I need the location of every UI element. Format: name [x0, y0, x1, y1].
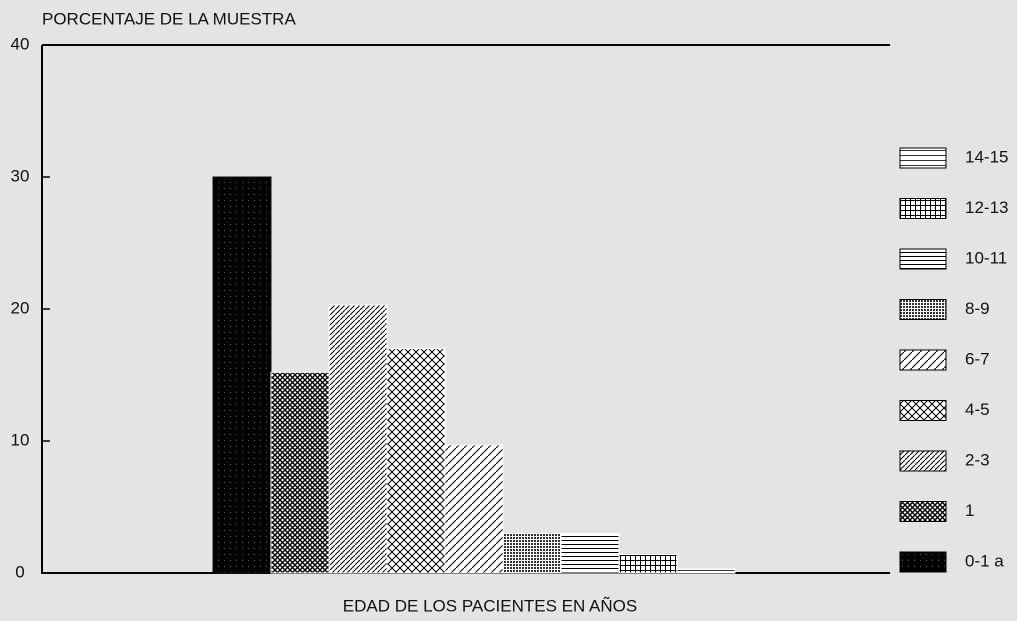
legend-label: 0-1 a — [965, 551, 1004, 570]
legend-label: 14-15 — [965, 147, 1008, 166]
y-tick-label: 0 — [15, 562, 24, 581]
legend-swatch — [899, 400, 947, 421]
bar — [270, 371, 330, 574]
bar — [212, 176, 272, 574]
legend-swatch — [899, 450, 947, 472]
legend-label: 12-13 — [965, 198, 1008, 217]
bar — [560, 532, 620, 574]
legend-swatch — [899, 248, 947, 270]
y-tick-label: 40 — [11, 34, 30, 53]
legend-label: 2-3 — [965, 450, 990, 469]
legend-swatch — [899, 501, 947, 522]
legend-label: 10-11 — [965, 248, 1007, 267]
legend-swatch — [899, 198, 947, 219]
legend-label: 1 — [965, 501, 974, 520]
legend-label: 8-9 — [965, 299, 990, 318]
bar — [502, 532, 562, 574]
bar — [618, 554, 678, 574]
bar — [328, 304, 388, 574]
legend-swatch — [899, 349, 947, 371]
y-tick-label: 10 — [11, 430, 30, 449]
y-axis-title: PORCENTAJE DE LA MUESTRA — [42, 9, 296, 28]
legend-swatch — [899, 147, 947, 169]
legend-swatch — [899, 299, 947, 320]
bar — [444, 444, 504, 574]
legend-label: 4-5 — [965, 400, 990, 419]
bar — [386, 348, 446, 574]
legend-label: 6-7 — [965, 349, 990, 368]
y-tick-label: 30 — [11, 166, 30, 185]
legend-swatch — [899, 551, 947, 573]
y-tick-label: 20 — [11, 298, 30, 317]
x-axis-title: EDAD DE LOS PACIENTES EN AÑOS — [343, 596, 637, 615]
bar — [676, 568, 736, 574]
